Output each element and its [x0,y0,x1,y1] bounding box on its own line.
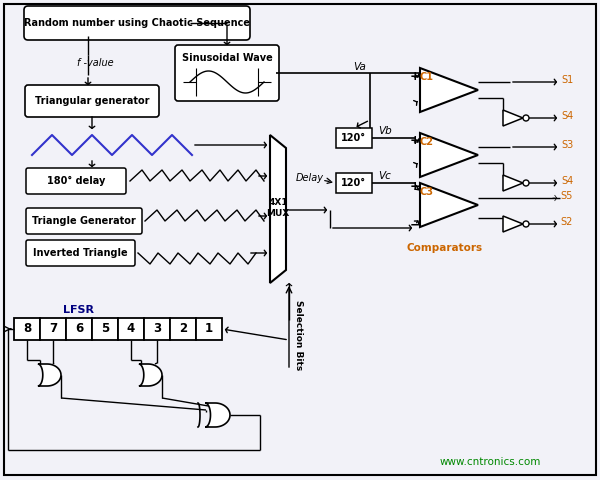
Polygon shape [503,175,523,191]
Text: Triangular generator: Triangular generator [35,96,149,106]
Text: S4: S4 [561,176,573,186]
Text: +: + [410,70,421,83]
Text: Sinusoidal Wave: Sinusoidal Wave [182,53,272,63]
Text: S3: S3 [561,140,573,150]
Circle shape [523,221,529,227]
Text: Va: Va [353,62,367,72]
Text: C3: C3 [420,187,434,197]
Bar [196,318,222,340]
Text: 3: 3 [153,323,161,336]
Text: Vc: Vc [379,171,391,181]
FancyBboxPatch shape [24,6,250,40]
Polygon shape [503,216,523,232]
Polygon shape [420,133,478,177]
Bar [144,318,170,340]
Text: C2: C2 [420,137,434,147]
Text: Inverted Triangle: Inverted Triangle [32,248,127,258]
Text: S1: S1 [561,75,573,85]
Text: S2: S2 [561,217,573,227]
Bar [118,318,144,340]
FancyBboxPatch shape [25,85,159,117]
Text: 2: 2 [179,323,187,336]
Text: S5: S5 [561,191,573,201]
Text: 5: 5 [101,323,109,336]
FancyBboxPatch shape [175,45,279,101]
Bar [40,318,66,340]
Bar [336,173,372,193]
Text: −: − [410,218,420,231]
Polygon shape [503,110,523,126]
Text: +: + [410,134,421,147]
Circle shape [523,115,529,121]
Text: 6: 6 [75,323,83,336]
Polygon shape [205,403,230,427]
Polygon shape [38,364,61,386]
Polygon shape [270,135,286,283]
Bar [92,318,118,340]
Text: 180° delay: 180° delay [47,176,105,186]
Text: +: + [410,180,421,192]
Text: www.cntronics.com: www.cntronics.com [439,457,541,467]
Circle shape [523,180,529,186]
Text: C1: C1 [420,72,434,82]
Text: 1: 1 [205,323,213,336]
Polygon shape [420,68,478,112]
Text: Comparators: Comparators [407,243,483,253]
FancyBboxPatch shape [26,208,142,234]
Bar [336,128,372,148]
Bar [14,318,40,340]
FancyBboxPatch shape [26,240,135,266]
Text: 7: 7 [49,323,57,336]
Text: Triangle Generator: Triangle Generator [32,216,136,226]
Text: 4: 4 [127,323,135,336]
Text: Selection Bits: Selection Bits [295,300,304,370]
Text: 4X1
MUX: 4X1 MUX [266,198,290,218]
Text: 8: 8 [23,323,31,336]
Text: LFSR: LFSR [62,305,94,315]
Text: Delay: Delay [296,173,324,183]
Text: Vb: Vb [378,126,392,136]
Text: 120°: 120° [341,178,367,188]
Bar [170,318,196,340]
Text: S4: S4 [561,111,573,121]
Text: 120°: 120° [341,133,367,143]
Text: f -value: f -value [77,58,113,68]
Polygon shape [139,364,162,386]
Text: Random number using Chaotic Sequence: Random number using Chaotic Sequence [24,18,250,28]
Bar [66,318,92,340]
Polygon shape [420,183,478,227]
FancyBboxPatch shape [26,168,126,194]
